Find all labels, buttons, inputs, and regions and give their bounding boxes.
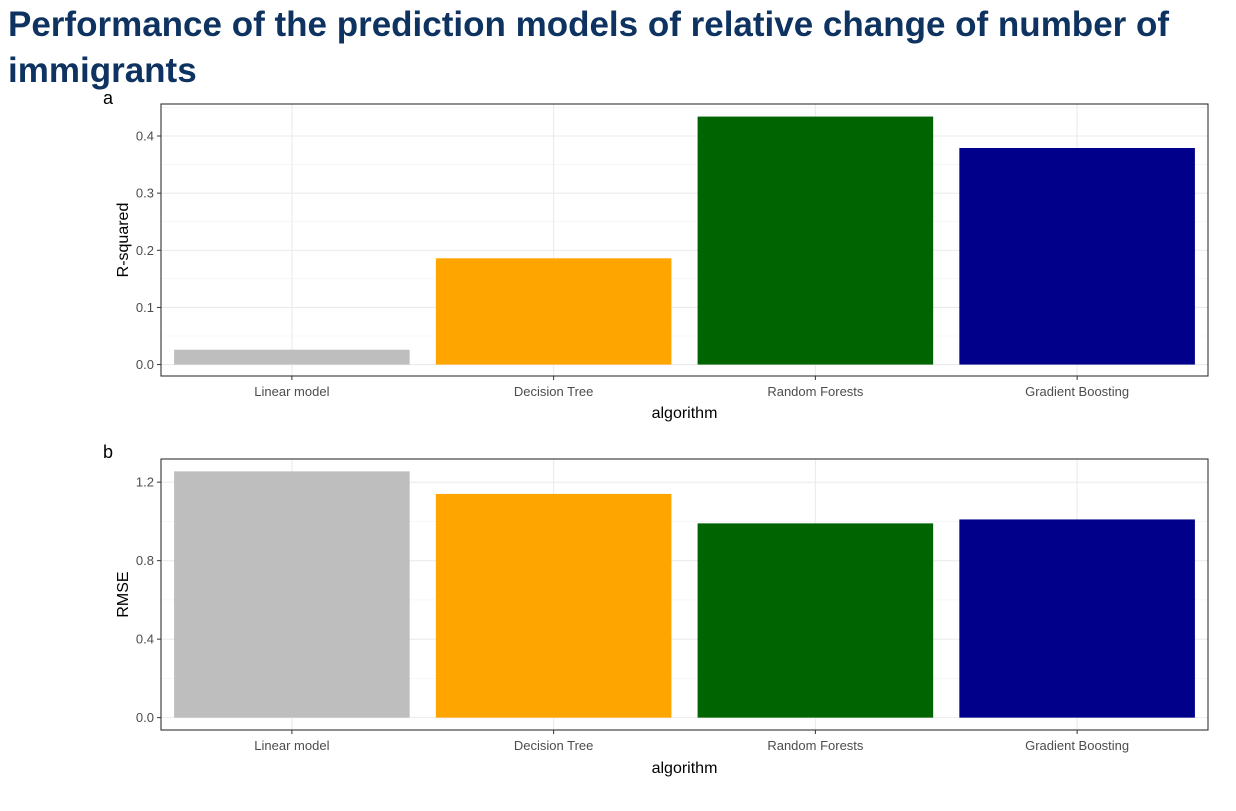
panel-letter-a: a [103,88,114,108]
y-tick-label: 0.8 [136,553,154,568]
x-tick-label: Linear model [254,384,329,399]
x-tick-label: Decision Tree [514,738,593,753]
y-tick-label: 0.3 [136,186,154,201]
y-tick-label: 0.4 [136,632,154,647]
x-axis-title: algorithm [652,760,718,777]
x-tick-label: Random Forests [767,738,864,753]
y-tick-label: 0.0 [136,710,154,725]
panel-border [160,458,1209,731]
bar-linear-model [174,471,410,718]
bar-gradient-boosting [959,519,1195,718]
x-tick-label: Gradient Boosting [1025,738,1129,753]
bar-random-forests [697,116,934,365]
x-tick-label: Linear model [254,738,329,753]
bar-random-forests [697,523,934,718]
x-axis-title: algorithm [652,405,718,422]
y-axis-title: RMSE [115,571,132,617]
y-axis-title: R-squared [115,203,132,278]
x-tick-label: Random Forests [767,384,864,399]
y-tick-label: 0.1 [136,300,154,315]
bar-decision-tree [435,258,672,365]
bar-linear-model [174,349,410,365]
x-tick-label: Decision Tree [514,384,593,399]
panel-letter-b: b [103,442,113,462]
panel-border [160,103,1209,377]
y-tick-label: 0.2 [136,243,154,258]
x-tick-label: Gradient Boosting [1025,384,1129,399]
y-tick-label: 1.2 [136,475,154,490]
y-tick-label: 0.0 [136,357,154,372]
y-tick-label: 0.4 [136,129,154,144]
page-title: Performance of the prediction models of … [8,5,1170,90]
bar-gradient-boosting [959,148,1195,365]
bar-decision-tree [435,493,672,718]
